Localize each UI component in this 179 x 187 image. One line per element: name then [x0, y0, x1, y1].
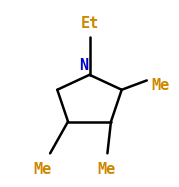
- Text: Me: Me: [97, 162, 116, 177]
- Text: Me: Me: [151, 78, 170, 93]
- Text: Et: Et: [80, 16, 99, 31]
- Text: Me: Me: [33, 162, 51, 177]
- Text: N: N: [79, 58, 89, 73]
